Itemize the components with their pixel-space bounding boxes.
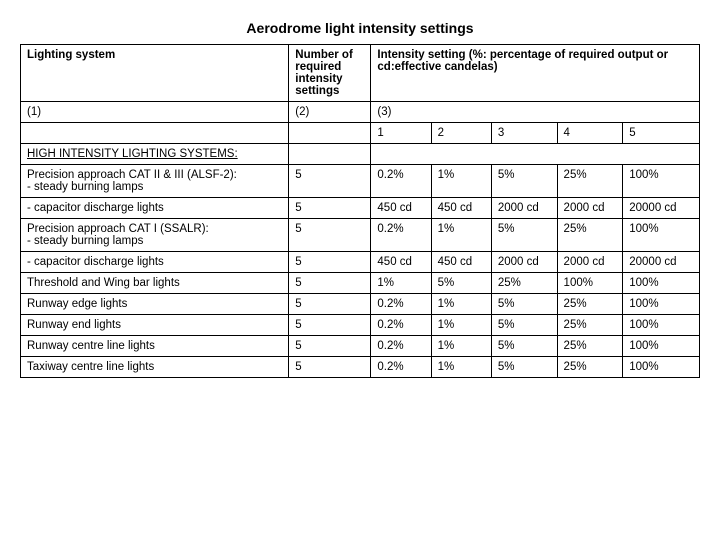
page-title: Aerodrome light intensity settings [20,20,700,36]
row-value: 0.2% [371,357,431,378]
table-row: Runway end lights50.2%1%5%25%100% [21,315,700,336]
row-settings: 5 [289,294,371,315]
empty-cell [491,144,557,165]
row-value: 1% [431,294,491,315]
row-value: 5% [491,336,557,357]
section-row: HIGH INTENSITY LIGHTING SYSTEMS: [21,144,700,165]
empty-cell [289,123,371,144]
table-row: Precision approach CAT II & III (ALSF-2)… [21,165,700,198]
number-row: 1 2 3 4 5 [21,123,700,144]
row-value: 1% [431,357,491,378]
table-row: Runway edge lights50.2%1%5%25%100% [21,294,700,315]
row-value: 1% [431,336,491,357]
intensity-table: Lighting system Number of required inten… [20,44,700,378]
row-value: 100% [623,273,700,294]
table-row: Taxiway centre line lights50.2%1%5%25%10… [21,357,700,378]
row-label: - capacitor discharge lights [21,198,289,219]
row-label: - capacitor discharge lights [21,252,289,273]
row-value: 1% [431,315,491,336]
row-value: 450 cd [431,198,491,219]
row-settings: 5 [289,252,371,273]
row-settings: 5 [289,165,371,198]
col-label-1: (1) [21,102,289,123]
row-value: 25% [557,357,623,378]
empty-cell [371,144,431,165]
table-row: - capacitor discharge lights5450 cd450 c… [21,252,700,273]
row-value: 5% [491,219,557,252]
header-row: Lighting system Number of required inten… [21,45,700,102]
empty-cell [21,123,289,144]
table-row: Precision approach CAT I (SSALR): - stea… [21,219,700,252]
row-value: 100% [623,165,700,198]
row-value: 25% [557,165,623,198]
row-value: 25% [557,219,623,252]
empty-cell [623,144,700,165]
row-settings: 5 [289,357,371,378]
row-value: 25% [491,273,557,294]
table-row: - capacitor discharge lights5450 cd450 c… [21,198,700,219]
section-header: HIGH INTENSITY LIGHTING SYSTEMS: [21,144,289,165]
header-lighting-system: Lighting system [21,45,289,102]
col-label-3: (3) [371,102,700,123]
row-value: 1% [371,273,431,294]
col-label-2: (2) [289,102,371,123]
row-value: 2000 cd [491,198,557,219]
row-value: 100% [623,315,700,336]
table-row: Runway centre line lights50.2%1%5%25%100… [21,336,700,357]
col-num-5: 5 [623,123,700,144]
row-value: 25% [557,336,623,357]
col-num-1: 1 [371,123,431,144]
row-value: 2000 cd [557,252,623,273]
row-value: 1% [431,165,491,198]
table-row: Threshold and Wing bar lights51%5%25%100… [21,273,700,294]
empty-cell [289,144,371,165]
row-settings: 5 [289,315,371,336]
row-value: 0.2% [371,336,431,357]
empty-cell [557,144,623,165]
row-value: 100% [557,273,623,294]
row-value: 450 cd [371,252,431,273]
empty-cell [431,144,491,165]
row-value: 450 cd [431,252,491,273]
row-value: 100% [623,219,700,252]
row-value: 5% [491,315,557,336]
row-value: 20000 cd [623,198,700,219]
row-value: 25% [557,294,623,315]
row-value: 1% [431,219,491,252]
row-value: 20000 cd [623,252,700,273]
row-settings: 5 [289,273,371,294]
row-value: 450 cd [371,198,431,219]
row-value: 100% [623,336,700,357]
row-label: Precision approach CAT I (SSALR): - stea… [21,219,289,252]
row-value: 5% [431,273,491,294]
col-num-2: 2 [431,123,491,144]
header-num-settings: Number of required intensity settings [289,45,371,102]
row-label: Taxiway centre line lights [21,357,289,378]
row-value: 0.2% [371,165,431,198]
row-value: 25% [557,315,623,336]
subheader-row: (1) (2) (3) [21,102,700,123]
row-value: 100% [623,357,700,378]
row-label: Runway edge lights [21,294,289,315]
row-value: 5% [491,294,557,315]
row-settings: 5 [289,336,371,357]
row-value: 2000 cd [557,198,623,219]
table-container: Aerodrome light intensity settings Light… [20,20,700,378]
row-label: Runway end lights [21,315,289,336]
col-num-3: 3 [491,123,557,144]
row-value: 0.2% [371,315,431,336]
row-value: 5% [491,165,557,198]
header-intensity-setting: Intensity setting (%: percentage of requ… [371,45,700,102]
row-settings: 5 [289,198,371,219]
col-num-4: 4 [557,123,623,144]
row-value: 5% [491,357,557,378]
row-value: 0.2% [371,219,431,252]
row-label: Runway centre line lights [21,336,289,357]
row-value: 100% [623,294,700,315]
row-settings: 5 [289,219,371,252]
row-label: Precision approach CAT II & III (ALSF-2)… [21,165,289,198]
row-value: 2000 cd [491,252,557,273]
row-value: 0.2% [371,294,431,315]
row-label: Threshold and Wing bar lights [21,273,289,294]
